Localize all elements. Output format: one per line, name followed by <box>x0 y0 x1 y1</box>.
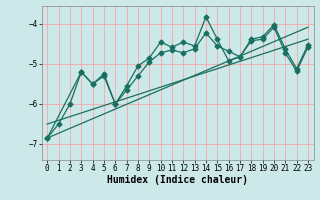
X-axis label: Humidex (Indice chaleur): Humidex (Indice chaleur) <box>107 175 248 185</box>
